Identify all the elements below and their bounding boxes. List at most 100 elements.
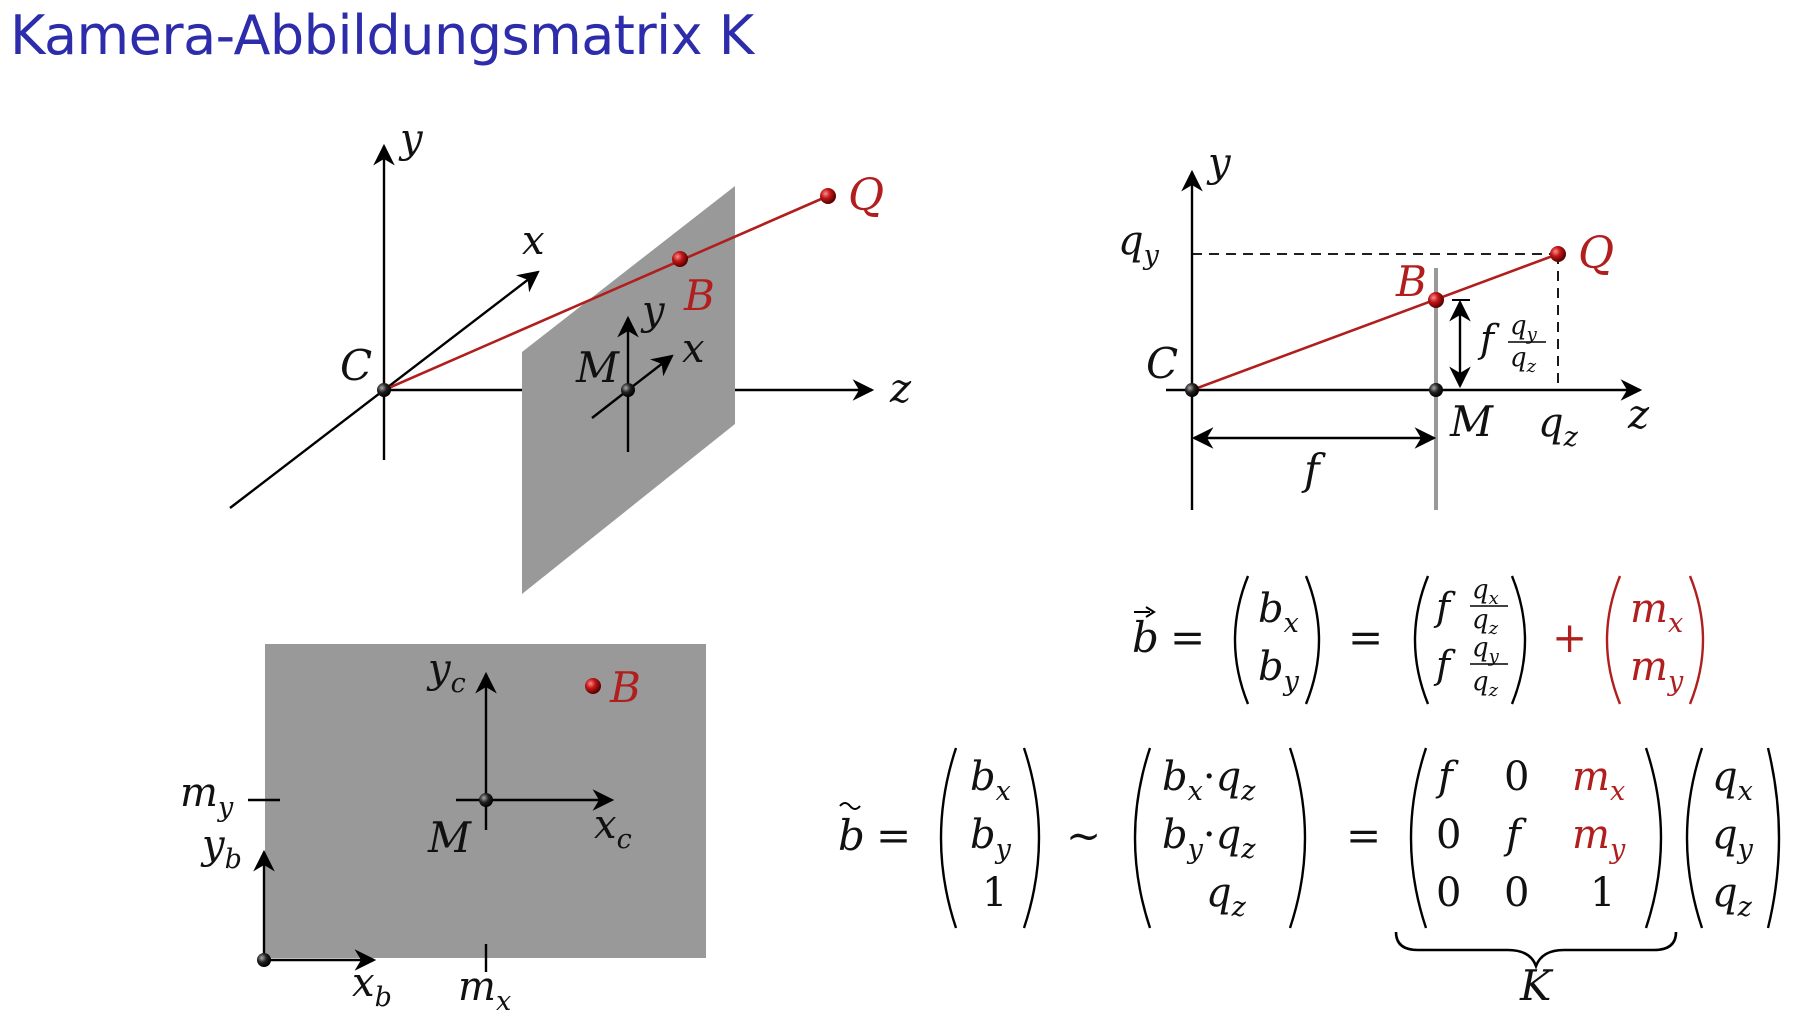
eq1-frac1-den: qz [1472, 605, 1499, 639]
point-b-side [1428, 292, 1444, 308]
slide-title: Kamera-Abbildungsmatrix K [10, 4, 754, 67]
eq1-plus: + [1552, 613, 1587, 662]
point-b-3d [672, 251, 688, 267]
eq1-by: by [1258, 644, 1300, 697]
label-f-frac-den: qz [1510, 343, 1537, 377]
label-xc: xc [594, 802, 632, 855]
matrix-r3c3: 1 [1590, 870, 1615, 916]
label-m-plane: M [427, 813, 472, 862]
eq1-vector-arrow-head [1145, 606, 1156, 618]
ray-side [1191, 252, 1559, 392]
label-plane-y: y [640, 288, 666, 334]
point-m-plane [479, 793, 493, 807]
point-c-3d [377, 383, 391, 397]
eq2-paren-right-q [1766, 747, 1781, 929]
matrix-r1c1: f [1435, 754, 1459, 800]
eq2-equals-2: = [1346, 811, 1381, 860]
eq2-sim: ∼ [1066, 811, 1101, 860]
side-view-diagram: y z C M B Q qy qz f f qy qz [1118, 140, 1650, 510]
eq1-equals-1: = [1170, 613, 1205, 662]
eq1-frac1-f: f [1433, 585, 1456, 629]
eq2-by: by [970, 812, 1012, 865]
label-c-side: C [1146, 339, 1178, 388]
eq2-bq-row3: qz [1206, 870, 1247, 923]
eq1-frac2-num: qy [1472, 633, 1500, 667]
label-b-3d: B [683, 271, 715, 320]
eq1-paren-right-m [1688, 575, 1705, 705]
label-b-plane: B [609, 663, 641, 712]
eq1-paren-right-b [1304, 575, 1321, 705]
plane-axis-x [627, 354, 674, 391]
underbrace [1394, 931, 1678, 970]
label-xb: xb [352, 960, 392, 1013]
eq2-bq-row2: by·qz [1162, 812, 1256, 865]
eq1-paren-right-frac [1510, 575, 1527, 705]
eq2-lhs: b [838, 811, 865, 860]
label-f-frac-num: qy [1510, 311, 1538, 345]
eq2-paren-left-q [1685, 747, 1704, 929]
label-yb: yb [200, 822, 242, 875]
eq2-bx: bx [970, 754, 1011, 807]
label-x-3d: x [522, 218, 545, 264]
eq2-one: 1 [982, 870, 1007, 916]
plane-axis-x-back [591, 389, 629, 419]
matrix-r2c1: 0 [1436, 812, 1461, 858]
eq2-paren-right-bq [1288, 747, 1307, 929]
eq1-frac2-den: qz [1472, 667, 1499, 701]
point-c-side [1185, 383, 1199, 397]
matrix-r1c3: mx [1572, 754, 1625, 807]
eq1-frac1-num: qx [1472, 575, 1499, 609]
point-q-3d [820, 188, 836, 204]
label-z-side: z [1627, 392, 1650, 438]
diagram-3d: y x z C M y x B Q [229, 116, 912, 594]
eq2-paren-right-b [1022, 747, 1041, 929]
eq1-paren-left-b [1233, 575, 1250, 705]
point-q-side [1550, 246, 1566, 262]
matrix-r1c2: 0 [1504, 754, 1529, 800]
point-m-side [1429, 383, 1443, 397]
eq2-qx: qx [1712, 754, 1753, 807]
eq1-paren-left-m [1605, 575, 1622, 705]
eq1-lhs: b [1132, 613, 1159, 662]
image-plane-diagram: B M yc xc my yb xb mx [180, 644, 706, 1017]
label-my: my [180, 770, 234, 823]
matrix-r3c1: 0 [1436, 870, 1461, 916]
eq1-mx: mx [1630, 586, 1683, 639]
matrix-r3c2: 0 [1504, 870, 1529, 916]
label-z-3d: z [889, 366, 912, 412]
eq2-qz: qz [1712, 870, 1753, 923]
label-y-3d: y [398, 116, 424, 162]
label-yc: yc [426, 646, 466, 699]
equation-1: b = bx by = f qx qz f qy qz + mx my [1132, 575, 1705, 705]
eq2-paren-left-matrix [1409, 747, 1428, 929]
eq2-bq-row1: bx·qz [1162, 754, 1256, 807]
label-m-side: M [1449, 397, 1494, 446]
point-b-plane [585, 678, 601, 694]
eq2-equals-1: = [876, 811, 911, 860]
label-b-side: B [1395, 257, 1427, 306]
eq1-my: my [1630, 644, 1684, 697]
eq1-equals-2: = [1348, 613, 1383, 662]
eq2-paren-left-bq [1133, 747, 1152, 929]
eq1-frac2-f: f [1433, 643, 1456, 687]
label-f-frac-f: f [1477, 317, 1500, 361]
eq2-paren-right-matrix [1644, 747, 1663, 929]
label-m-3d: M [575, 343, 620, 392]
eq1-bx: bx [1258, 586, 1299, 639]
eq2-tilde [839, 802, 861, 810]
matrix-r2c2: f [1503, 812, 1527, 858]
label-plane-x: x [682, 326, 705, 372]
eq2-qy: qy [1712, 812, 1754, 865]
label-y-side: y [1206, 140, 1232, 186]
label-q-3d: Q [848, 170, 884, 221]
label-mx: mx [458, 964, 511, 1017]
brace-label-k: K [1519, 961, 1554, 1010]
ray-cq [383, 194, 829, 392]
label-qz: qz [1538, 400, 1579, 453]
point-m-3d [621, 383, 635, 397]
matrix-r2c3: my [1572, 812, 1626, 865]
axis-x-3d [383, 270, 540, 391]
label-c-3d: C [340, 341, 372, 390]
